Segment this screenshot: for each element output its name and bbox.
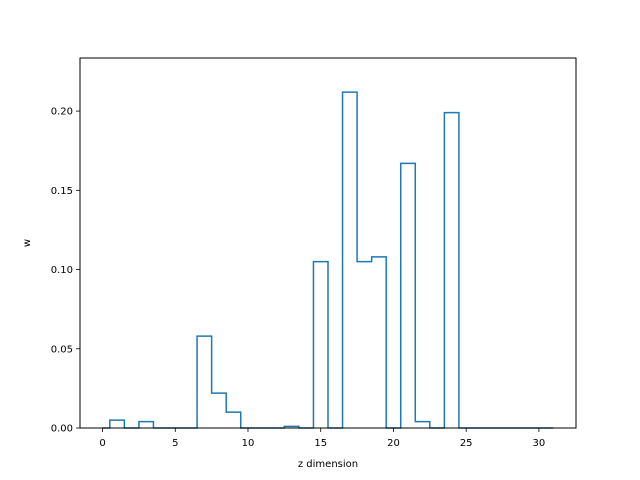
- x-axis-ticks: 0 5 10 15 20 25 30: [99, 428, 545, 449]
- bar-bin-22: [415, 422, 430, 428]
- x-axis-label: z dimension: [298, 459, 358, 470]
- bar-bin-3: [139, 422, 154, 428]
- bar-bin-24: [444, 113, 459, 428]
- y-tick-label: 0.10: [51, 265, 73, 276]
- plot-frame: [79, 57, 577, 429]
- bar-bin-7: [197, 336, 212, 428]
- y-tick-label: 0.15: [51, 186, 73, 197]
- bar-bin-8: [212, 393, 227, 428]
- x-tick-label: 20: [387, 438, 400, 449]
- bar-bin-18: [357, 262, 372, 428]
- bar-bin-15: [313, 262, 328, 428]
- bar-bin-21: [401, 163, 416, 428]
- y-axis-label: w: [22, 239, 33, 247]
- x-tick-label: 30: [533, 438, 546, 449]
- x-tick-label: 25: [460, 438, 473, 449]
- y-axis-ticks: 0.00 0.05 0.10 0.15 0.20: [51, 107, 80, 435]
- x-tick-label: 5: [172, 438, 178, 449]
- y-tick-label: 0.20: [51, 107, 73, 118]
- x-tick-label: 15: [314, 438, 327, 449]
- bar-bin-17: [343, 92, 358, 428]
- y-tick-label: 0.00: [51, 424, 73, 435]
- bar-bin-1: [110, 420, 125, 428]
- bar-bin-9: [226, 412, 241, 428]
- bar-bin-19: [372, 257, 387, 428]
- y-tick-label: 0.05: [51, 344, 73, 355]
- x-tick-label: 0: [99, 438, 105, 449]
- x-tick-label: 10: [242, 438, 255, 449]
